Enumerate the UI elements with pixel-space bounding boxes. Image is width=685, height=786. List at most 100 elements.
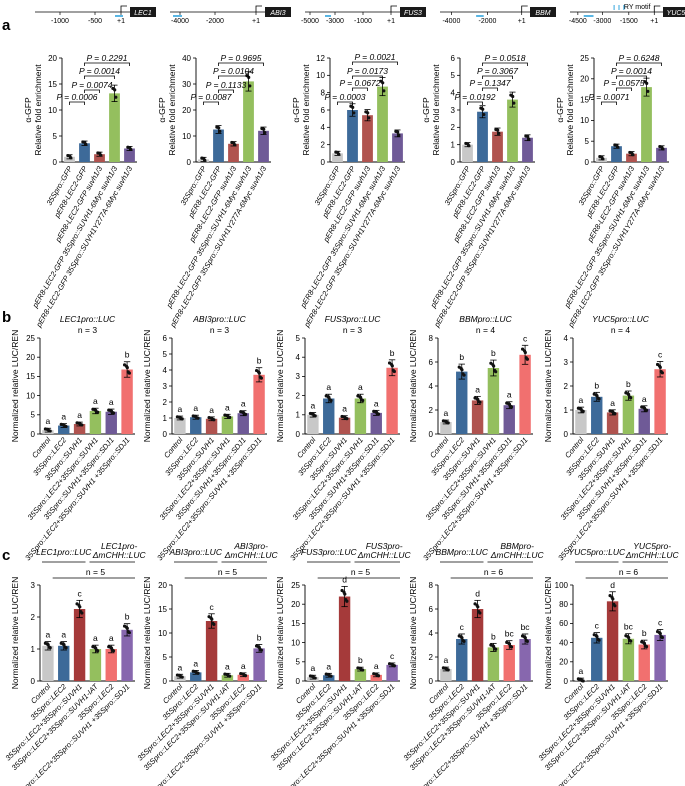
data-point [343,415,347,419]
significance-letter: a [326,661,331,671]
data-point [396,130,400,134]
y-axis-label: Relative fold enrichment [301,64,311,156]
significance-bracket [203,101,219,105]
data-point [512,101,516,105]
y-tick-label: 3 [296,372,301,381]
y-tick-label: 20 [559,658,568,667]
significance-letter: bc [505,629,515,639]
significance-letter: b [390,348,395,358]
p-value-label: P = 0.0173 [347,66,388,76]
y-tick-label: 20 [48,54,57,63]
bar [347,110,358,162]
data-point [194,415,198,419]
y-tick-label: 10 [316,71,325,80]
significance-letter: c [209,602,214,612]
y-axis-label-group: Normalized relative LUC/REN [275,330,285,442]
y-axis-label-group: Normalized relative LUC/REN [10,330,20,442]
significance-letter: a [178,404,183,414]
data-point [497,131,501,135]
tss-arrow [390,5,397,12]
y-tick-label: 0 [451,158,456,167]
data-point [612,602,616,606]
significance-letter: a [326,382,331,392]
bar [611,146,622,162]
data-point [391,368,395,372]
bar [354,398,367,434]
bar [94,154,105,162]
data-point [78,605,82,609]
data-point [444,419,448,424]
bar [338,596,351,681]
y-axis-label-group: α-GFP Relative fold enrichment [555,64,575,156]
data-point [336,150,340,155]
bar [638,644,650,681]
significance-bracket [482,75,513,79]
y-axis-label-group: α-GFP Relative fold enrichment [291,64,311,156]
data-point [658,365,662,369]
y-tick-label: 15 [158,605,167,614]
significance-letter: a [193,658,198,668]
y-tick-label: 25 [291,581,300,590]
y-tick-label: 2 [321,140,326,149]
bar [471,400,484,434]
gene-map-tick-label: -500 [88,18,102,25]
data-point [257,645,261,650]
data-point [611,410,615,414]
data-point [202,156,206,161]
data-point [382,89,386,93]
y-tick-label: 6 [429,358,434,367]
significance-letter: b [125,612,130,622]
data-point [125,626,129,630]
data-point [232,141,236,145]
data-point [476,605,480,609]
p-value-label: P = 0.3067 [477,66,518,76]
data-point [194,670,198,674]
tss-arrow [120,5,127,12]
data-point [527,137,531,141]
data-point [523,350,527,355]
bar [622,395,635,434]
data-point [646,89,650,93]
data-point [374,410,379,414]
gene-map-tick-label: -4000 [171,18,189,25]
gene-map-tick-label: -4000 [442,18,460,25]
bar [105,649,117,681]
y-tick-label: 0 [187,158,192,167]
bar [105,411,117,434]
data-point [125,366,129,370]
data-point [311,412,315,416]
bar [606,601,619,681]
data-point [352,111,356,115]
data-point [109,646,114,650]
significance-letter: c [658,617,663,627]
y-tick-label: 5 [31,411,36,420]
gene-box [400,7,426,17]
p-value-label: P = 0.0003 [324,92,365,102]
bar [42,645,54,681]
y-tick-label: 20 [580,75,589,84]
y-tick-label: 0 [31,430,36,439]
data-point [461,638,465,643]
y-tick-label: 0 [53,158,58,167]
significance-letter: b [491,348,496,358]
bar [243,81,254,162]
chart-title: YUC5pro::LUC [568,547,626,557]
data-point [615,143,619,147]
y-tick-label: 15 [26,372,35,381]
bar [332,153,343,162]
y-tick-label: 0 [564,430,569,439]
data-point [481,107,485,111]
data-point [526,134,530,139]
bar [253,374,265,434]
bar [503,405,515,434]
data-point [226,414,230,418]
chart-title-2b: ΔmCHH::LUC [490,550,545,560]
data-point [611,597,615,601]
bar [362,115,373,162]
y-tick-label: 1 [163,414,168,423]
